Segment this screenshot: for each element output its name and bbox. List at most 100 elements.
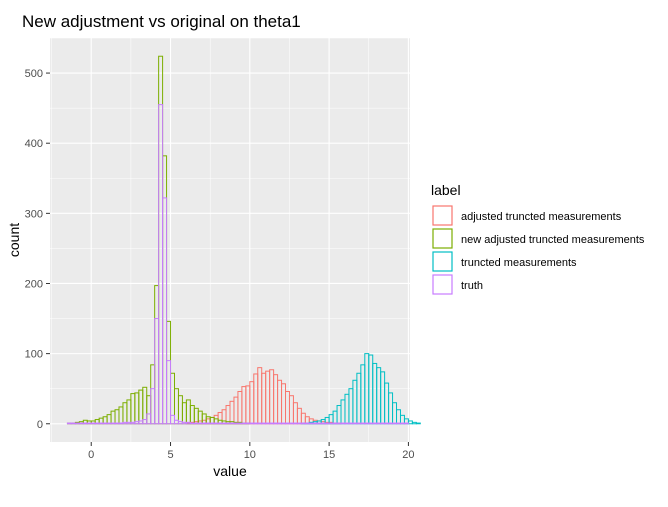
histogram-bar — [82, 422, 88, 425]
histogram-bar — [221, 422, 227, 425]
histogram-bar — [340, 422, 346, 425]
y-axis-title: count — [6, 223, 22, 257]
histogram-bar — [300, 422, 306, 425]
histogram-bar — [197, 422, 203, 425]
y-tick-label: 400 — [25, 138, 43, 150]
histogram-bar — [193, 422, 199, 425]
histogram-bar — [376, 422, 382, 425]
histogram-bar — [308, 422, 314, 425]
histogram-bar — [364, 422, 370, 425]
x-tick-label: 20 — [402, 449, 414, 461]
x-axis-title: value — [213, 463, 247, 479]
x-tick-label: 5 — [167, 449, 173, 461]
y-tick-label: 100 — [25, 349, 43, 361]
histogram-bar — [229, 422, 235, 425]
histogram-bar — [332, 422, 338, 425]
histogram-bar — [189, 422, 195, 425]
histogram-bar — [388, 422, 394, 425]
histogram-bar — [328, 422, 334, 425]
histogram-bar — [415, 422, 421, 425]
histogram-bar — [245, 422, 251, 425]
histogram-bar — [70, 422, 76, 425]
histogram-bar — [348, 422, 354, 425]
histogram-bar — [265, 422, 271, 425]
histogram-bar — [205, 422, 211, 425]
histogram-bar — [320, 422, 326, 425]
histogram-bar — [74, 422, 80, 425]
histogram-bar — [380, 422, 386, 425]
histogram-bar — [257, 422, 263, 425]
histogram-bar — [368, 422, 374, 425]
histogram-bar — [316, 422, 322, 425]
histogram-bar — [285, 422, 290, 425]
legend-label: truncted measurements — [461, 257, 577, 269]
histogram-bar — [288, 422, 294, 425]
legend-label: new adjusted truncted measurements — [461, 234, 645, 246]
histogram-bar — [217, 422, 223, 425]
histogram-bar — [356, 422, 362, 425]
legend-key — [432, 274, 453, 295]
histogram-bar — [396, 422, 401, 425]
legend-key — [432, 228, 453, 249]
minor-gridlines — [50, 37, 410, 442]
x-tick-label: 15 — [323, 449, 335, 461]
histogram-bar — [209, 422, 215, 425]
histogram-bar — [352, 422, 358, 425]
histogram-bar — [241, 422, 247, 425]
histogram-bar — [237, 422, 243, 425]
legend-label: truth — [461, 280, 483, 292]
histogram-bar — [94, 422, 100, 425]
histogram-bar — [201, 422, 207, 425]
histogram-bar — [78, 422, 84, 425]
chart-title: New adjustment vs original on theta1 — [22, 12, 301, 31]
y-tick-label: 0 — [37, 419, 43, 431]
histogram-bar — [312, 422, 318, 425]
histogram-bar — [296, 422, 302, 425]
legend-label: adjusted truncted measurements — [461, 211, 622, 223]
histogram-bar — [336, 422, 342, 425]
y-tick-label: 200 — [25, 278, 43, 290]
histogram-bar — [253, 422, 259, 425]
legend-title: label — [431, 182, 461, 198]
x-axis-ticks: 0 5 10 15 20 — [88, 442, 415, 461]
histogram-bar — [170, 414, 175, 425]
histogram-bar — [372, 422, 378, 425]
histogram-bar — [399, 422, 405, 425]
histogram-bar — [403, 422, 409, 425]
legend-key — [432, 251, 453, 272]
histogram-bar — [344, 422, 350, 425]
histogram-bar — [360, 422, 366, 425]
histogram-bar — [249, 422, 255, 425]
histogram-bar — [281, 422, 287, 425]
histogram-bar — [273, 422, 279, 425]
histogram-bar — [90, 422, 96, 425]
series-3 — [66, 104, 409, 425]
histogram-bar — [213, 422, 219, 425]
histogram-bar — [66, 422, 72, 425]
legend: label adjusted truncted measurements new … — [431, 182, 645, 295]
histogram-bar — [225, 422, 231, 425]
y-tick-label: 500 — [25, 68, 43, 80]
histogram-bar — [162, 197, 168, 425]
histogram-bar — [166, 360, 172, 425]
histogram-bar — [277, 422, 283, 425]
histogram-bar — [384, 422, 390, 425]
histogram-bar — [98, 422, 104, 425]
histogram-bar — [304, 422, 310, 425]
histogram-bar — [324, 422, 330, 425]
plot-panel — [50, 38, 410, 442]
histogram-bar — [233, 422, 239, 425]
histogram-bar — [261, 422, 267, 425]
legend-key — [432, 205, 453, 226]
x-tick-label: 0 — [88, 449, 94, 461]
histogram-bar — [110, 422, 116, 425]
histogram-bar — [411, 421, 417, 425]
histogram-bar — [292, 422, 298, 425]
y-tick-label: 300 — [25, 208, 43, 220]
histogram-bar — [269, 422, 275, 425]
histogram-bar — [102, 422, 108, 425]
y-axis-ticks: 0 100 200 300 400 500 — [25, 68, 50, 431]
histogram-bars — [66, 55, 421, 425]
histogram-bar — [392, 422, 398, 425]
